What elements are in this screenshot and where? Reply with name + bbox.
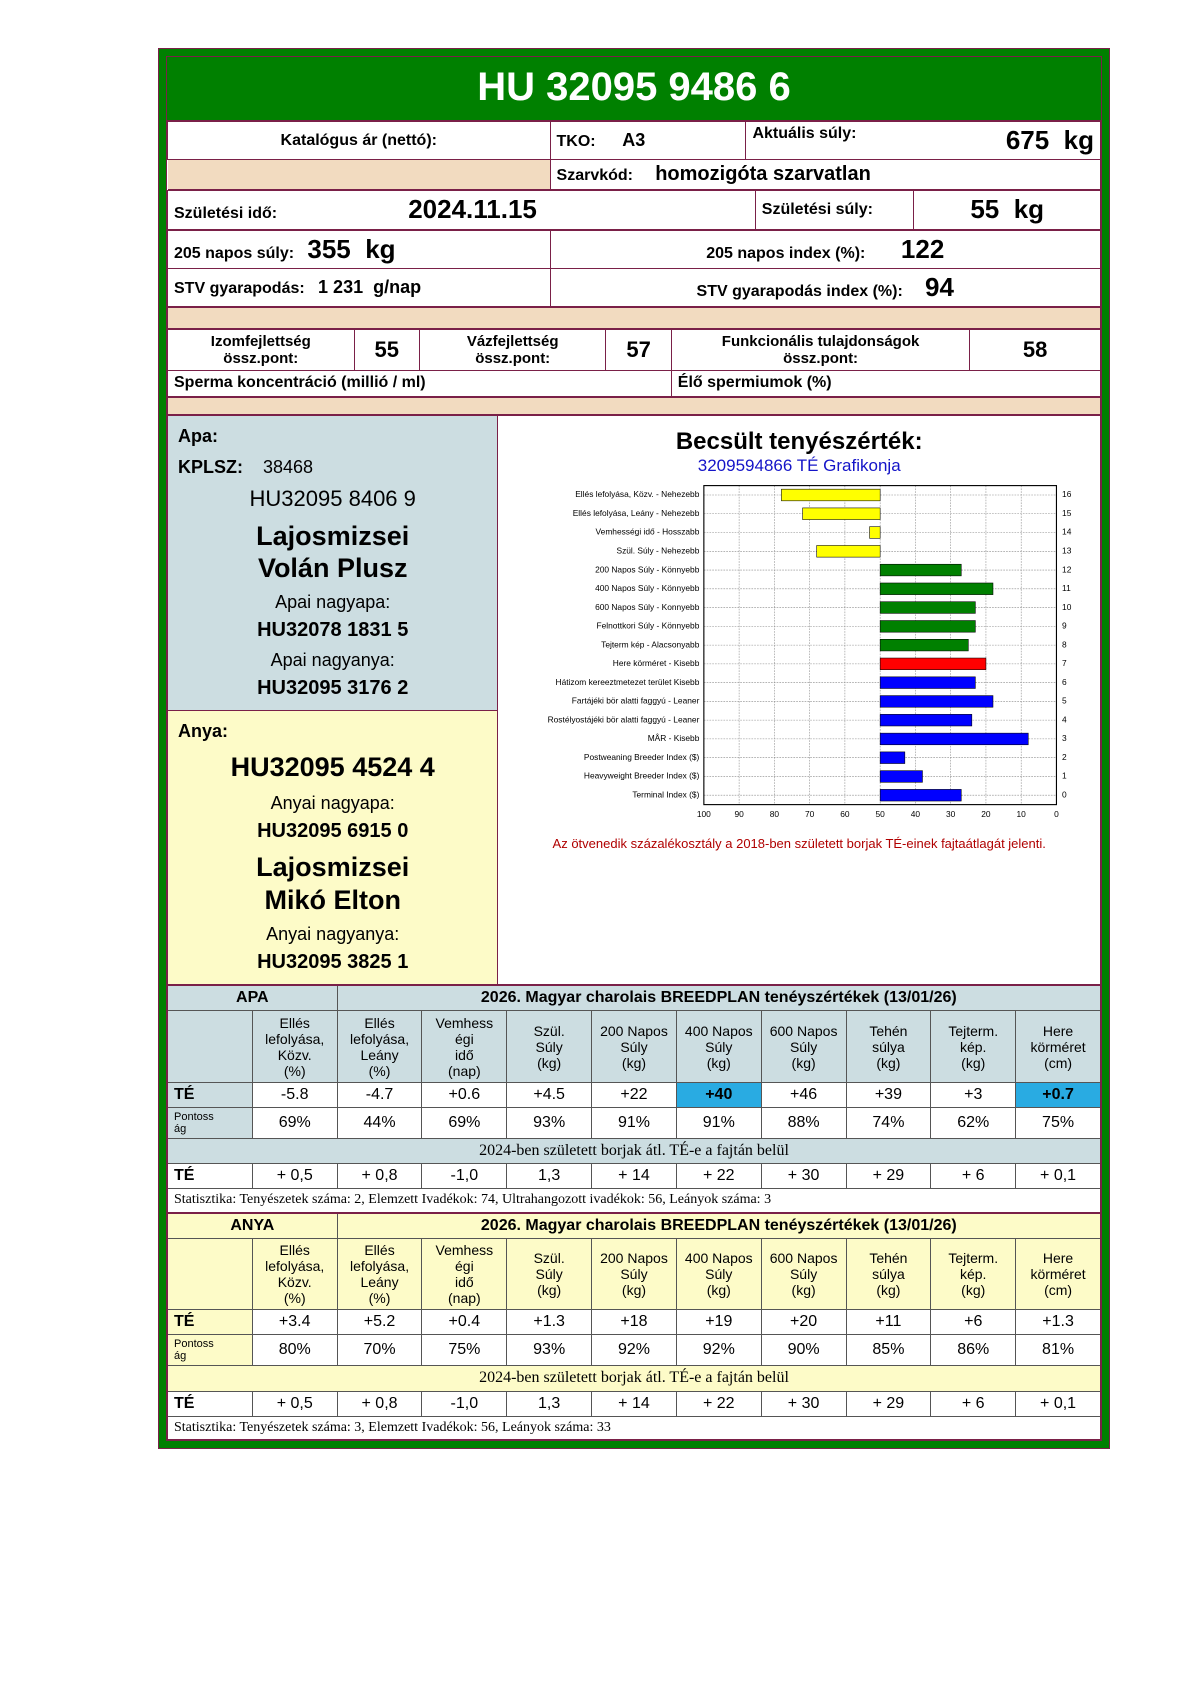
- svg-text:Tejterm kép - Alacsonyabb: Tejterm kép - Alacsonyabb: [601, 639, 700, 649]
- svg-text:Terminal Index ($): Terminal Index ($): [633, 789, 700, 799]
- svg-text:30: 30: [946, 809, 956, 819]
- svg-text:3: 3: [1062, 733, 1067, 743]
- svg-text:8: 8: [1062, 639, 1067, 649]
- svg-text:14: 14: [1062, 526, 1072, 536]
- svg-text:40: 40: [911, 809, 921, 819]
- svg-text:12: 12: [1062, 564, 1072, 574]
- svg-text:Vemhességi idő - Hosszabb: Vemhességi idő - Hosszabb: [596, 526, 700, 536]
- svg-text:11: 11: [1062, 583, 1071, 593]
- svg-text:600 Napos Súly - Konnyebb: 600 Napos Súly - Konnyebb: [595, 601, 700, 611]
- svg-text:10: 10: [1062, 601, 1072, 611]
- svg-text:Felnottkori Súly - Könnyebb: Felnottkori Súly - Könnyebb: [597, 620, 700, 630]
- svg-text:0: 0: [1062, 789, 1067, 799]
- svg-text:5: 5: [1062, 695, 1067, 705]
- svg-text:200 Napos Súly - Könnyebb: 200 Napos Súly - Könnyebb: [595, 564, 700, 574]
- svg-text:20: 20: [981, 809, 991, 819]
- svg-text:4: 4: [1062, 714, 1067, 724]
- svg-text:6: 6: [1062, 677, 1067, 687]
- svg-text:1: 1: [1062, 770, 1067, 780]
- svg-text:80: 80: [770, 809, 780, 819]
- svg-text:10: 10: [1017, 809, 1027, 819]
- svg-text:7: 7: [1062, 658, 1067, 668]
- svg-text:Heavyweight Breeder Index ($): Heavyweight Breeder Index ($): [584, 770, 700, 780]
- svg-text:Ellés lefolyása, Leány - Nehez: Ellés lefolyása, Leány - Nehezebb: [573, 508, 700, 518]
- svg-text:70: 70: [805, 809, 815, 819]
- svg-text:Ellés lefolyása, Közv. - Nehez: Ellés lefolyása, Közv. - Nehezebb: [575, 489, 699, 499]
- svg-text:Here körméret - Kisebb: Here körméret - Kisebb: [613, 658, 700, 668]
- svg-text:Rostélyostájéki bör alatti fag: Rostélyostájéki bör alatti faggyú - Lean…: [548, 714, 700, 724]
- svg-text:100: 100: [697, 809, 711, 819]
- svg-text:50: 50: [876, 809, 886, 819]
- svg-text:400 Napos Súly - Könnyebb: 400 Napos Súly - Könnyebb: [595, 583, 700, 593]
- svg-text:15: 15: [1062, 508, 1072, 518]
- svg-text:Szül. Súly - Nehezebb: Szül. Súly - Nehezebb: [617, 545, 700, 555]
- svg-text:Fartájéki bör alatti faggyú -: Fartájéki bör alatti faggyú - Leaner: [572, 695, 700, 705]
- svg-text:90: 90: [735, 809, 745, 819]
- svg-text:Hátizom kereeztmetezet terület: Hátizom kereeztmetezet terület Kisebb: [556, 677, 700, 687]
- svg-text:Postweaning Breeder Index ($): Postweaning Breeder Index ($): [584, 752, 700, 762]
- svg-text:16: 16: [1062, 489, 1072, 499]
- svg-text:9: 9: [1062, 620, 1067, 630]
- svg-text:0: 0: [1054, 809, 1059, 819]
- svg-text:60: 60: [840, 809, 850, 819]
- svg-text:2: 2: [1062, 752, 1067, 762]
- svg-text:MÅR - Kisebb: MÅR - Kisebb: [648, 733, 700, 743]
- svg-text:13: 13: [1062, 545, 1072, 555]
